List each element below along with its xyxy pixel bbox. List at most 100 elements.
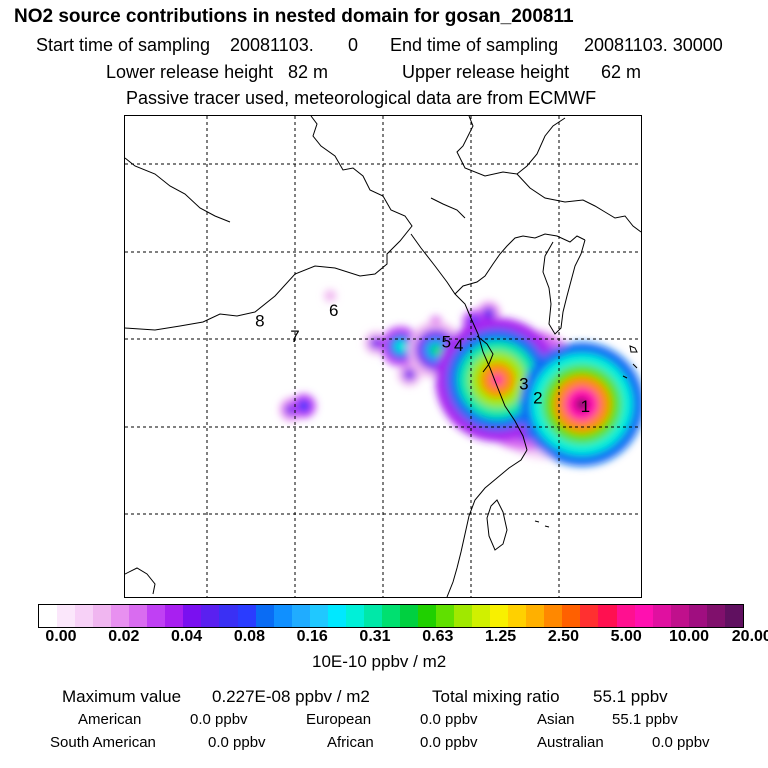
region-value: 0.0 ppbv	[208, 734, 266, 751]
lat-lon-grid	[125, 116, 641, 597]
colorbar-swatch	[688, 605, 707, 627]
total-mixing-value: 55.1 ppbv	[593, 687, 668, 706]
start-label: Start time of sampling	[36, 35, 211, 55]
colorbar-tick-label: 1.25	[485, 628, 517, 645]
max-value: 0.227E-08 ppbv / m2	[212, 687, 370, 706]
source-rank-label: 1	[581, 397, 590, 416]
colorbar-swatch	[634, 605, 653, 627]
colorbar-swatch	[273, 605, 292, 627]
plume-cell	[575, 398, 588, 411]
upper-height-label: Upper release height	[402, 62, 570, 82]
plume-cell	[491, 373, 504, 386]
colorbar-swatch	[129, 605, 148, 627]
source-rank-label: 8	[255, 311, 264, 330]
colorbar-swatch	[381, 605, 400, 627]
colorbar-tick-label: 2.50	[547, 628, 579, 645]
source-rank-label: 6	[329, 301, 338, 320]
plume-cell	[482, 307, 495, 320]
start-value: 20081103.	[230, 35, 314, 55]
colorbar-tick-label: 0.04	[171, 628, 203, 645]
colorbar-swatch	[255, 605, 274, 627]
colorbar-swatch	[417, 605, 437, 627]
colorbar-tick-label: 20.00	[731, 628, 768, 645]
source-rank-label: 2	[533, 388, 542, 407]
colorbar-swatch	[57, 605, 76, 627]
max-value-label: Maximum value	[62, 687, 182, 706]
region-value: 0.0 ppbv	[190, 711, 248, 728]
plume-cell	[403, 368, 416, 381]
region-value: 0.0 ppbv	[420, 711, 478, 728]
colorbar-swatch	[345, 605, 364, 627]
colorbar-swatch	[309, 605, 328, 627]
plume-cell	[324, 289, 337, 302]
coastlines	[125, 116, 641, 597]
colorbar-tick-label: 5.00	[610, 628, 642, 645]
source-rank-label: 7	[290, 327, 299, 346]
colorbar-swatch	[706, 605, 725, 627]
colorbar-swatch	[399, 605, 418, 627]
plume-cell	[429, 344, 442, 356]
colorbar-swatch	[111, 605, 130, 627]
region-name: South American	[50, 734, 156, 751]
region-name: European	[306, 711, 372, 728]
colorbar-swatch	[93, 605, 112, 627]
region-name: American	[78, 711, 142, 728]
region-name: Asian	[537, 711, 575, 728]
region-name: African	[327, 734, 374, 751]
colorbar-swatch	[508, 605, 527, 627]
colorbar-tick-label: 0.63	[422, 628, 454, 645]
colorbar-tick-label: 10.00	[668, 628, 710, 645]
colorbar-unit: 10E-10 ppbv / m2	[312, 652, 447, 671]
colorbar-swatch	[562, 605, 581, 627]
region-value: 0.0 ppbv	[420, 734, 478, 751]
plume-cell	[369, 337, 382, 349]
plume-cell	[394, 340, 407, 353]
total-mixing-label: Total mixing ratio	[432, 687, 560, 706]
colorbar-swatch	[652, 605, 671, 627]
colorbar-tick-label: 0.00	[45, 628, 77, 645]
lower-height-value: 82 m	[288, 62, 329, 82]
colorbar-tick-label: 0.02	[108, 628, 140, 645]
colorbar	[38, 604, 744, 628]
region-value: 0.0 ppbv	[652, 734, 710, 751]
chart-title: NO2 source contributions in nested domai…	[14, 6, 574, 27]
end-label: End time of sampling	[390, 35, 559, 55]
source-rank-label: 3	[519, 374, 528, 393]
colorbar-swatch	[616, 605, 635, 627]
colorbar-swatch	[544, 605, 563, 627]
start-hour: 0	[348, 35, 359, 55]
colorbar-swatch	[454, 605, 473, 627]
source-rank-label: 4	[454, 336, 463, 355]
colorbar-swatch	[75, 605, 94, 627]
lower-height-label: Lower release height	[106, 62, 274, 82]
end-value: 20081103. 30000	[584, 35, 723, 55]
colorbar-swatch	[201, 605, 220, 627]
plume-cell	[297, 400, 310, 412]
region-name: Australian	[537, 734, 604, 751]
colorbar-tick-label: 0.08	[233, 628, 265, 645]
colorbar-swatch	[526, 605, 545, 627]
colorbar-swatch	[291, 605, 310, 627]
concentration-field	[279, 289, 641, 467]
colorbar-swatch	[219, 605, 238, 627]
colorbar-swatch	[363, 605, 382, 627]
colorbar-swatch	[147, 605, 166, 627]
colorbar-swatch	[237, 605, 256, 627]
colorbar-tick-label: 0.31	[359, 628, 391, 645]
region-value: 55.1 ppbv	[612, 711, 678, 728]
colorbar-tick-label: 0.16	[296, 628, 328, 645]
colorbar-swatch	[39, 605, 58, 627]
colorbar-swatch	[472, 605, 491, 627]
colorbar-swatch	[327, 605, 346, 627]
colorbar-swatch	[436, 605, 455, 627]
upper-height-value: 62 m	[601, 62, 642, 82]
colorbar-swatch	[598, 605, 617, 627]
colorbar-swatch	[670, 605, 689, 627]
colorbar-swatch	[165, 605, 184, 627]
colorbar-swatch	[724, 605, 743, 627]
tracer-note: Passive tracer used, meteorological data…	[126, 88, 597, 108]
colorbar-swatch	[580, 605, 599, 627]
